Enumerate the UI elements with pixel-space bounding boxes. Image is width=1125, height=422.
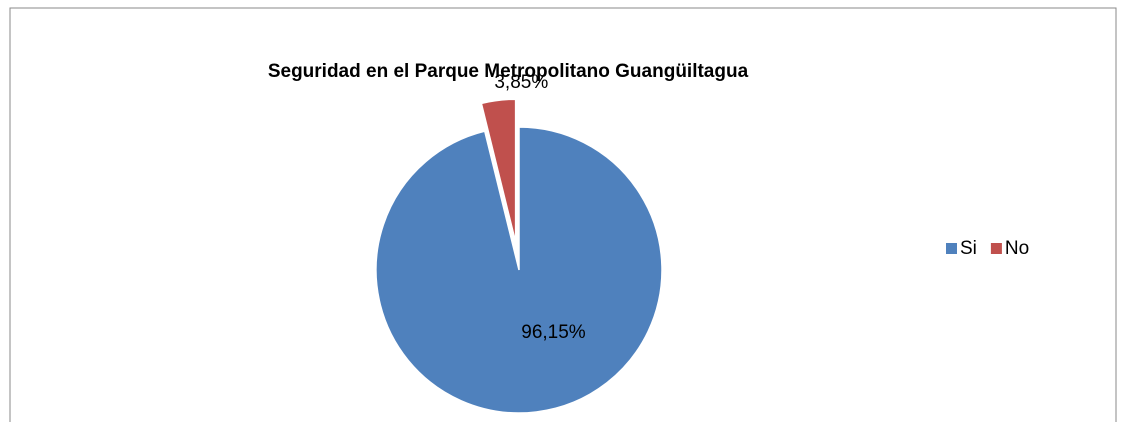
pie-slice: [480, 98, 517, 243]
legend-label: Si: [960, 238, 977, 259]
data-label: 3,85%: [494, 72, 548, 93]
data-label: 96,15%: [521, 322, 586, 343]
chart-frame: [9, 7, 1117, 422]
legend-label: No: [1005, 238, 1029, 259]
chart-title: Seguridad en el Parque Metropolitano Gua…: [268, 61, 749, 82]
legend-swatch: [990, 243, 1002, 254]
pie-slice: [375, 126, 663, 414]
legend-swatch: [946, 243, 957, 254]
